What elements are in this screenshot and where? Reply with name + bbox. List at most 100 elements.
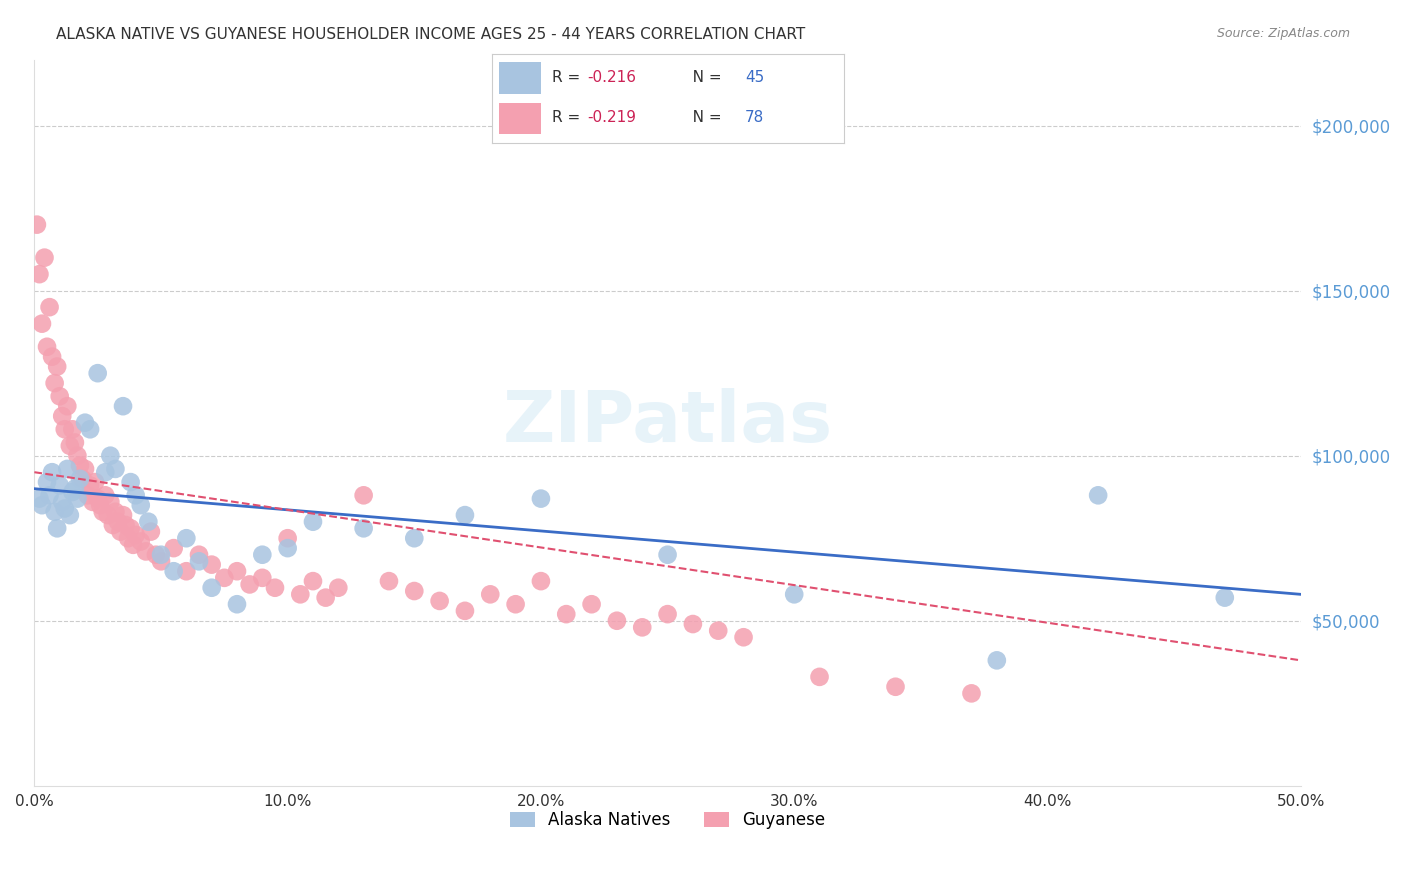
Point (114, 518, 136, 533)
Point (94, 465, 117, 479)
Point (530, 574, 553, 588)
Point (657, 548, 679, 562)
Point (110, 524, 132, 539)
Point (111, 508, 134, 522)
Point (201, 558, 224, 572)
Point (51, 495, 73, 509)
Point (353, 488, 375, 502)
Point (66, 491, 89, 506)
Point (53, 501, 76, 516)
Text: R =: R = (551, 70, 585, 85)
Point (555, 607, 578, 622)
Point (60, 485, 83, 500)
Point (31, 498, 53, 512)
Point (606, 614, 628, 628)
Point (28, 267, 51, 281)
Point (69, 472, 91, 486)
Point (581, 597, 603, 611)
Point (252, 571, 274, 585)
Point (73, 462, 96, 476)
Point (107, 515, 129, 529)
Text: R =: R = (551, 111, 585, 125)
Point (46, 359, 69, 374)
Point (98, 449, 121, 463)
Point (884, 680, 907, 694)
Point (277, 541, 299, 555)
Point (35, 340, 58, 354)
Point (264, 581, 287, 595)
Point (28, 491, 51, 506)
Point (302, 574, 325, 588)
Point (48, 478, 70, 492)
Point (505, 597, 527, 611)
Point (79, 478, 101, 492)
Point (94, 488, 117, 502)
Point (73, 416, 96, 430)
Point (44, 505, 66, 519)
Point (66, 449, 89, 463)
Point (454, 508, 477, 522)
Text: ZIPatlas: ZIPatlas (502, 388, 832, 458)
Point (101, 518, 124, 533)
Point (429, 594, 451, 608)
Text: 45: 45 (745, 70, 765, 85)
Point (733, 630, 755, 644)
Point (657, 607, 679, 622)
Point (176, 531, 198, 545)
Point (117, 531, 139, 545)
Point (31, 317, 53, 331)
Point (214, 571, 236, 585)
Point (82, 495, 104, 509)
Point (72, 472, 94, 486)
Point (201, 581, 224, 595)
Point (328, 581, 350, 595)
Legend: Alaska Natives, Guyanese: Alaska Natives, Guyanese (503, 805, 832, 836)
Point (404, 584, 426, 599)
Point (163, 564, 186, 578)
Point (104, 505, 127, 519)
Point (404, 531, 426, 545)
Point (48, 389, 70, 403)
Point (51, 409, 73, 423)
Point (125, 528, 148, 542)
Point (150, 548, 173, 562)
Point (353, 521, 375, 535)
Text: 78: 78 (745, 111, 765, 125)
Point (44, 376, 66, 390)
Point (1087, 488, 1109, 502)
Point (53, 422, 76, 436)
Point (41, 350, 63, 364)
Point (129, 534, 152, 549)
Point (226, 564, 249, 578)
Point (188, 548, 211, 562)
Point (38, 300, 60, 314)
Point (125, 488, 148, 502)
Point (150, 554, 173, 568)
Text: N =: N = (678, 70, 727, 85)
Point (86, 491, 108, 506)
Point (808, 670, 831, 684)
Point (530, 491, 553, 506)
Point (302, 515, 325, 529)
Point (89, 498, 111, 512)
Point (138, 515, 160, 529)
Point (122, 538, 145, 552)
Text: -0.216: -0.216 (588, 70, 636, 85)
Point (454, 604, 477, 618)
Point (60, 422, 83, 436)
Point (104, 462, 127, 476)
Point (86, 366, 108, 380)
Bar (499, 103, 541, 134)
Point (176, 564, 198, 578)
Point (59, 508, 82, 522)
Point (163, 541, 186, 555)
Point (145, 548, 167, 562)
Point (25, 218, 48, 232)
Bar (499, 62, 541, 94)
Point (91, 505, 114, 519)
Text: N =: N = (678, 111, 727, 125)
Text: -0.219: -0.219 (588, 111, 636, 125)
Point (783, 587, 806, 601)
Point (986, 653, 1008, 667)
Point (479, 587, 502, 601)
